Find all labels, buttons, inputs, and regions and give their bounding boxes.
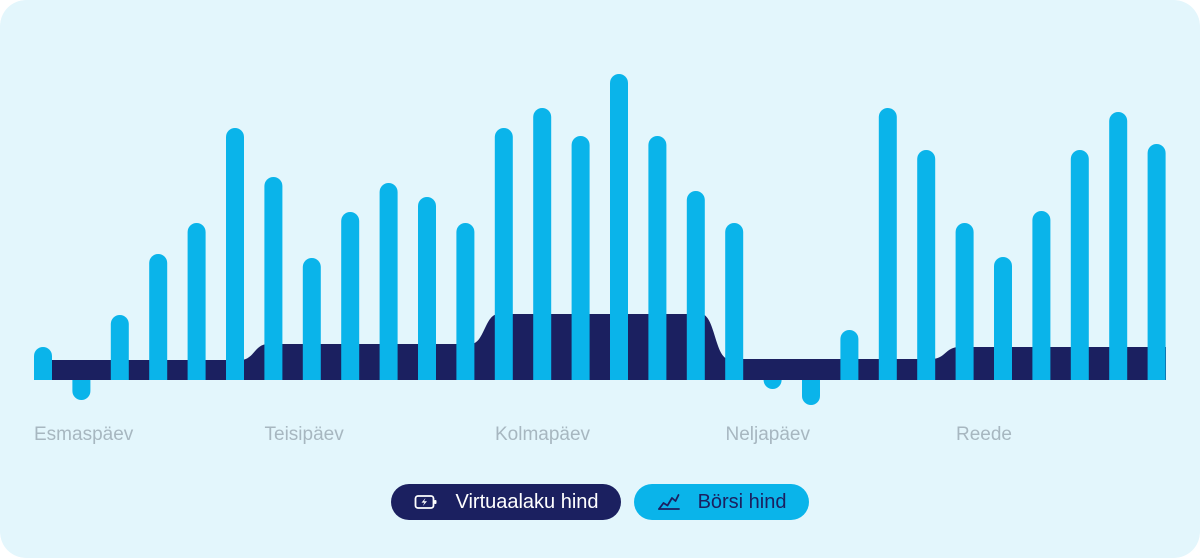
spot-price-bar xyxy=(610,74,628,380)
day-label: Kolmapäev xyxy=(495,424,591,445)
spot-price-bars xyxy=(34,74,1166,405)
spot-price-bar xyxy=(802,380,820,405)
spot-price-bar xyxy=(418,197,436,380)
legend-virtual-price[interactable]: Virtuaalaku hind xyxy=(391,484,621,520)
legend-virtual-label: Virtuaalaku hind xyxy=(455,490,599,513)
spot-price-bar xyxy=(341,212,360,380)
spot-price-bar xyxy=(226,128,244,380)
spot-price-bar xyxy=(34,347,52,380)
spot-price-bar xyxy=(110,315,129,380)
spot-price-bar xyxy=(994,257,1012,380)
spot-price-bar xyxy=(1109,112,1128,380)
spot-price-bar xyxy=(1147,144,1166,380)
day-label: Reede xyxy=(956,424,1012,445)
spot-price-bar xyxy=(686,191,705,380)
spot-price-bar xyxy=(955,223,974,380)
spot-price-bar xyxy=(1070,150,1089,380)
spot-price-bar xyxy=(878,108,897,380)
spot-price-bar xyxy=(264,177,283,380)
day-label: Teisipäev xyxy=(265,424,345,445)
battery-charging-icon xyxy=(413,492,439,512)
spot-price-bar xyxy=(917,150,936,380)
spot-price-bar xyxy=(494,128,513,380)
legend-spot-label: Börsi hind xyxy=(697,490,787,513)
day-labels: Esmaspäev Teisipäev Kolmapäev Neljapäev Reed… xyxy=(34,424,1012,445)
spot-price-bar xyxy=(1032,211,1051,380)
spot-price-bar xyxy=(571,136,590,380)
spot-price-bar xyxy=(725,223,744,380)
spot-price-bar xyxy=(302,258,321,380)
spot-price-bar xyxy=(533,108,552,380)
day-label: Neljapäev xyxy=(726,424,811,445)
legend-spot-price[interactable]: Börsi hind xyxy=(633,484,809,520)
line-chart-icon xyxy=(656,492,682,512)
spot-price-bar xyxy=(840,330,859,380)
spot-price-bar xyxy=(648,136,667,380)
spot-price-bar xyxy=(187,223,206,380)
spot-price-bar xyxy=(456,223,475,380)
legend: Virtuaalaku hind Börsi hind xyxy=(0,484,1200,520)
spot-price-bar xyxy=(379,183,398,380)
spot-price-bar xyxy=(763,380,782,389)
day-label: Esmaspäev xyxy=(34,424,134,445)
spot-price-bar xyxy=(72,380,91,400)
spot-price-bar xyxy=(149,254,168,380)
